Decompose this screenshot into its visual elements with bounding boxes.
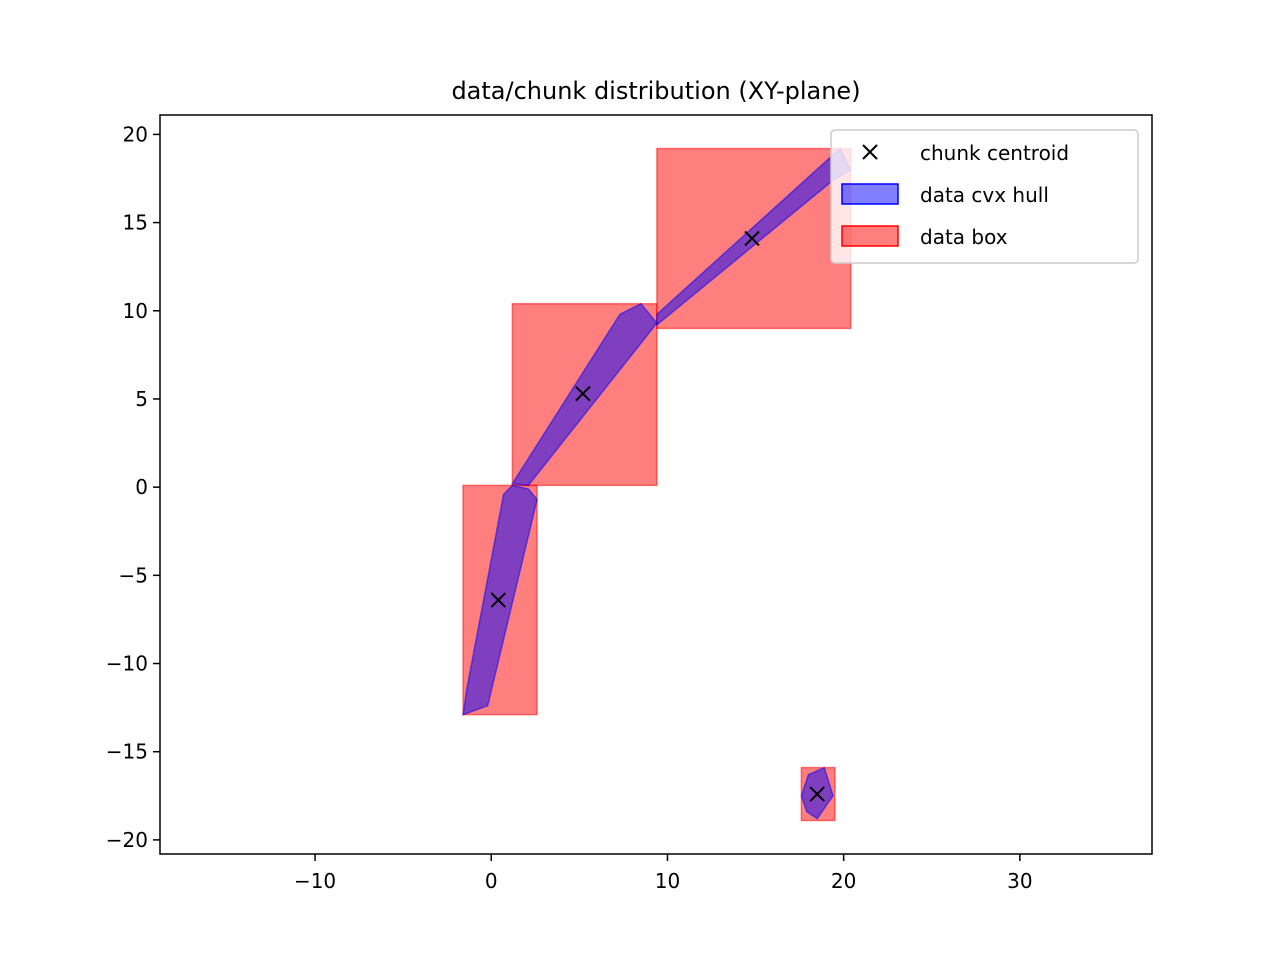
legend-label-centroid: chunk centroid [920,141,1069,165]
y-tick-label-4: 0 [135,475,148,499]
y-tick-label-2: 10 [123,299,148,323]
x-tick-label-4: 30 [1007,869,1032,893]
legend-item-box: data box [841,225,1008,249]
y-tick-label-0: 20 [123,122,148,146]
y-tick-label-1: 15 [123,211,148,235]
plot-frame [159,114,1153,855]
legend-item-hull: data cvx hull [841,183,1049,207]
y-tick-label-8: −20 [106,828,148,852]
y-tick-label-3: 5 [135,387,148,411]
plot-content [462,147,852,822]
chunk-centroid-3 [809,786,825,802]
chunk-centroid-0 [490,592,507,608]
legend-label-hull: data cvx hull [920,183,1049,207]
x-axis: −10 0 10 20 30 [294,854,1033,893]
data-hull-0 [462,484,538,716]
y-tick-label-5: −5 [119,563,148,587]
legend: chunk centroid data cvx hull data box [830,129,1139,264]
x-tick-label-0: −10 [294,869,336,893]
legend-label-box: data box [920,225,1008,249]
y-tick-label-7: −15 [106,740,148,764]
chunk-centroid-1 [575,385,591,402]
x-tick-label-1: 0 [485,869,498,893]
legend-box-swatch [841,225,899,247]
legend-centroid-marker [862,144,878,160]
x-tick-label-2: 10 [655,869,680,893]
chart-title: data/chunk distribution (XY-plane) [451,77,860,105]
y-tick-label-6: −10 [106,652,148,676]
legend-hull-swatch [841,183,899,205]
y-axis: 20 15 10 5 0 −5 −10 −15 −20 [106,122,160,852]
legend-frame [830,129,1139,264]
x-tick-label-3: 20 [831,869,856,893]
chunk-centroid-2 [744,230,760,247]
legend-item-centroid: chunk centroid [862,141,1069,165]
